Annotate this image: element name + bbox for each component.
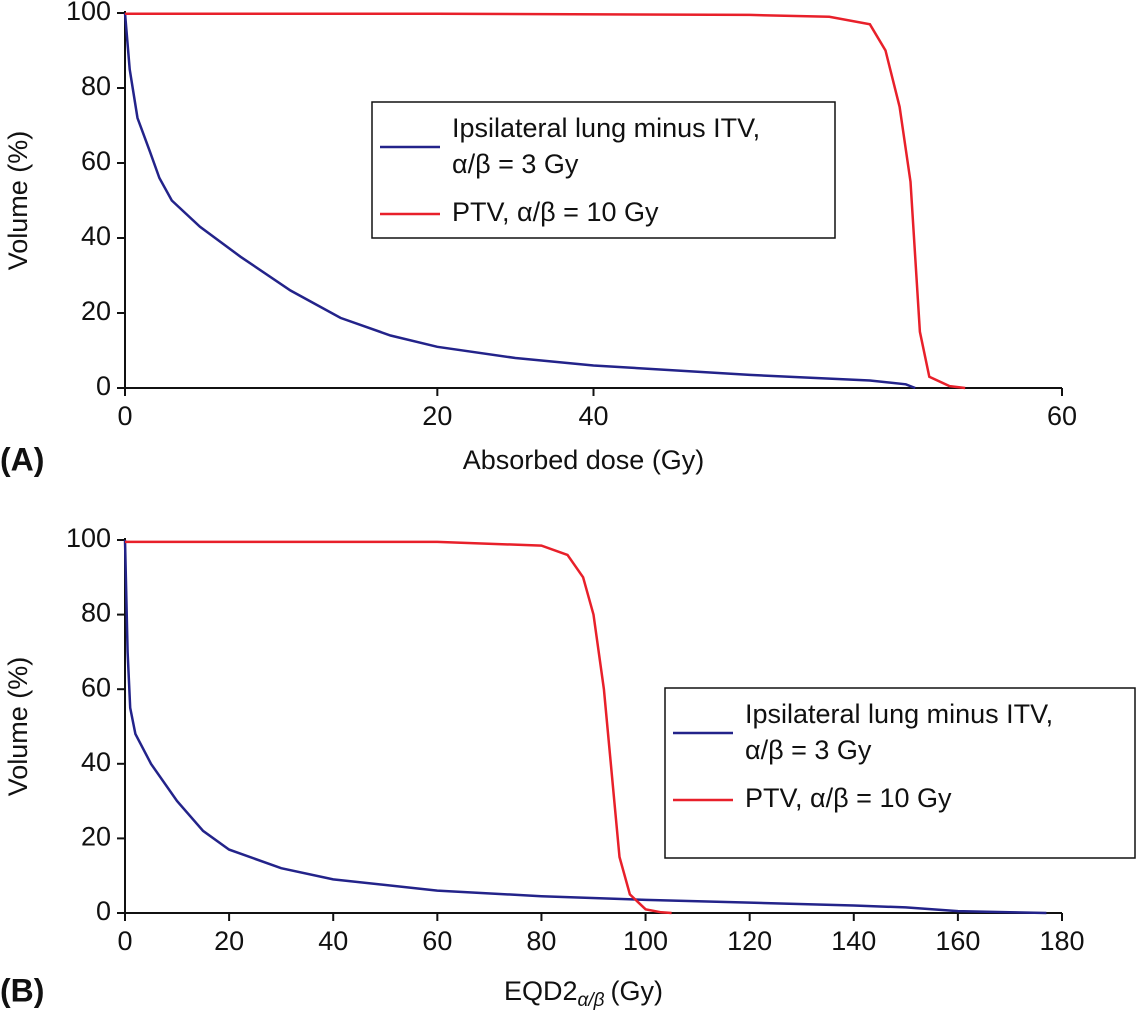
legend-label-line: α/β = 3 Gy <box>452 149 579 179</box>
panel-label: (A) <box>0 441 44 477</box>
legend-label-line: Ipsilateral lung minus ITV, <box>452 113 760 143</box>
x-tick-label: 20 <box>422 401 452 431</box>
y-tick-label: 0 <box>96 896 111 926</box>
y-tick-label: 100 <box>66 523 111 553</box>
legend-label: Ipsilateral lung minus ITV, α/β = 3 Gy <box>745 699 1053 765</box>
legend-label: PTV, α/β = 10 Gy <box>452 197 659 227</box>
x-tick-label: 40 <box>318 926 348 956</box>
x-tick-label: 20 <box>214 926 244 956</box>
legend-label-line: α/β = 3 Gy <box>745 735 872 765</box>
x-tick-label: 60 <box>422 926 452 956</box>
series-line <box>123 12 916 390</box>
x-axis-label-unit: (Gy) <box>611 976 663 1006</box>
x-tick-label: 140 <box>831 926 876 956</box>
x-axis-label-main: EQD2 <box>504 976 578 1006</box>
x-tick-label: 80 <box>526 926 556 956</box>
x-tick-label: 120 <box>727 926 772 956</box>
x-axis-label-sub: α/β <box>578 990 605 1011</box>
y-tick-label: 80 <box>81 71 111 101</box>
y-tick-label: 20 <box>81 822 111 852</box>
series-line <box>123 539 1047 915</box>
series-line <box>125 540 672 915</box>
series-line <box>125 12 966 390</box>
y-tick-label: 100 <box>66 0 111 26</box>
legend-label-line: Ipsilateral lung minus ITV, <box>745 699 1053 729</box>
panel-label: (B) <box>0 972 44 1008</box>
x-tick-label: 60 <box>1047 401 1077 431</box>
y-tick-label: 60 <box>81 146 111 176</box>
legend-box <box>371 101 836 239</box>
y-tick-label: 40 <box>81 747 111 777</box>
x-tick-label: 40 <box>578 401 608 431</box>
legend-box <box>664 687 1136 859</box>
y-tick-label: 20 <box>81 296 111 326</box>
x-tick-label: 180 <box>1039 926 1084 956</box>
y-tick-label: 0 <box>96 371 111 401</box>
x-axis-label: Absorbed dose (Gy) <box>463 445 705 475</box>
x-tick-label: 100 <box>623 926 668 956</box>
y-tick-label: 60 <box>81 672 111 702</box>
x-axis-label: EQD2α/β (Gy) <box>504 976 663 1011</box>
y-tick-label: 80 <box>81 598 111 628</box>
x-tick-label: 160 <box>935 926 980 956</box>
y-axis-label: Volume (%) <box>3 131 33 271</box>
y-tick-label: 40 <box>81 221 111 251</box>
x-tick-label: 0 <box>117 926 132 956</box>
y-axis-label: Volume (%) <box>3 657 33 797</box>
legend-label: PTV, α/β = 10 Gy <box>745 783 952 813</box>
x-tick-label: 0 <box>117 401 132 431</box>
legend-label: Ipsilateral lung minus ITV, α/β = 3 Gy <box>452 113 760 179</box>
